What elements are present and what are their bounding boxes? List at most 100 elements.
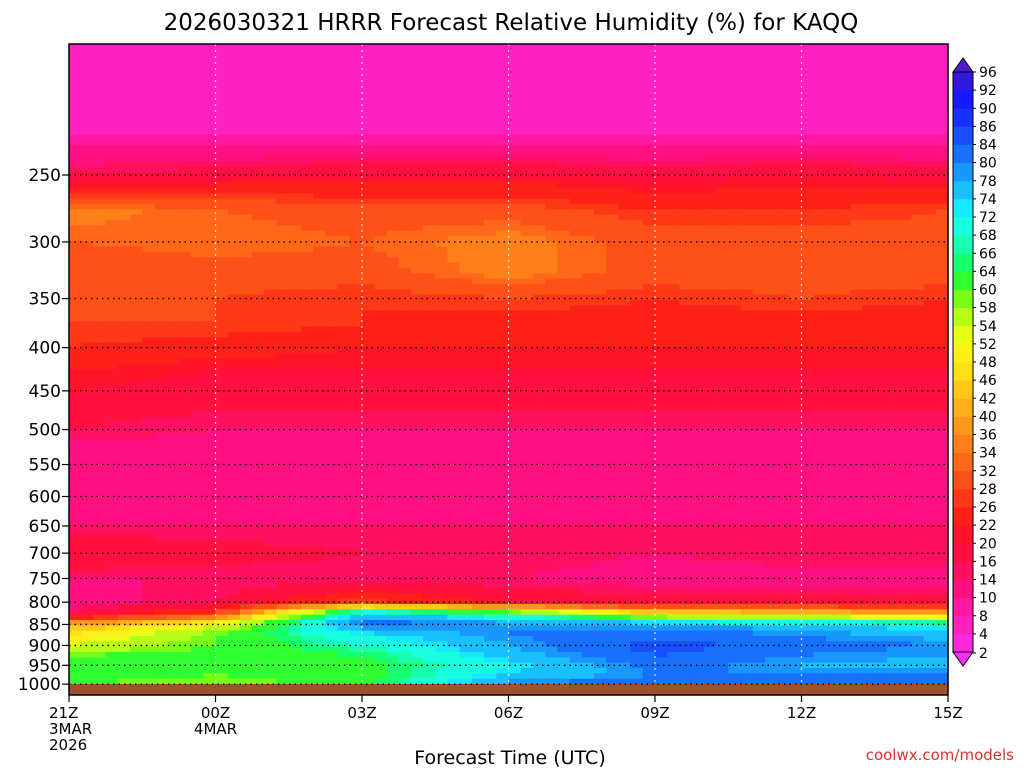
rh-cell: [606, 166, 619, 173]
rh-cell: [325, 54, 339, 61]
rh-cell: [325, 230, 339, 237]
rh-cell: [801, 337, 815, 344]
rh-cell: [166, 54, 180, 61]
rh-cell: [264, 92, 278, 98]
rh-cell: [130, 214, 143, 221]
rh-cell: [630, 257, 644, 264]
rh-cell: [716, 209, 729, 216]
rh-cell: [276, 262, 290, 269]
rh-cell: [423, 145, 436, 152]
rh-cell: [813, 289, 827, 296]
rh-cell: [374, 118, 388, 125]
rh-cell: [777, 348, 790, 354]
rh-cell: [386, 172, 400, 178]
rh-cell: [911, 102, 925, 109]
rh-cell: [545, 70, 558, 77]
rh-cell: [679, 396, 693, 402]
rh-cell: [764, 230, 778, 237]
rh-cell: [398, 332, 412, 338]
rh-cell: [81, 172, 95, 178]
rh-cell: [532, 257, 546, 264]
rh-cell: [215, 198, 229, 205]
rh-cell: [593, 358, 607, 365]
rh-cell: [386, 65, 400, 72]
rh-cell: [130, 60, 143, 66]
rh-cell: [520, 332, 534, 338]
rh-cell: [166, 337, 180, 344]
rh-cell: [716, 257, 729, 264]
rh-cell: [81, 230, 95, 237]
rh-cell: [520, 300, 534, 306]
rh-cell: [471, 316, 485, 322]
rh-cell: [508, 289, 522, 296]
rh-cell: [496, 145, 510, 152]
rh-cell: [667, 337, 681, 344]
rh-cell: [484, 113, 497, 120]
rh-cell: [300, 236, 314, 242]
rh-cell: [899, 156, 912, 162]
rh-cell: [728, 166, 742, 173]
rh-cell: [386, 284, 400, 290]
rh-cell: [520, 406, 534, 413]
rh-cell: [423, 305, 436, 312]
rh-cell: [911, 364, 925, 370]
rh-cell: [606, 113, 619, 120]
rh-cell: [593, 198, 607, 205]
rh-cell: [239, 108, 253, 114]
rh-cell: [618, 310, 632, 317]
rh-cell: [557, 198, 571, 205]
rh-cell: [288, 305, 302, 312]
rh-cell: [374, 172, 388, 178]
rh-cell: [178, 342, 192, 349]
rh-cell: [581, 198, 595, 205]
rh-cell: [935, 321, 949, 328]
rh-cell: [435, 193, 449, 200]
rh-cell: [923, 316, 937, 322]
rh-cell: [667, 278, 681, 285]
rh-cell: [142, 140, 156, 146]
rh-cell: [764, 369, 778, 376]
rh-cell: [752, 348, 766, 354]
rh-cell: [813, 390, 827, 397]
rh-cell: [313, 145, 326, 152]
rh-cell: [117, 102, 131, 109]
rh-cell: [447, 380, 461, 386]
rh-cell: [618, 321, 632, 328]
rh-cell: [911, 246, 925, 253]
rh-cell: [423, 236, 436, 242]
rh-cell: [496, 188, 510, 194]
rh-cell: [850, 390, 864, 397]
rh-cell: [813, 294, 827, 301]
rh-cell: [850, 241, 864, 248]
rh-cell: [349, 353, 363, 360]
rh-cell: [520, 305, 534, 312]
rh-cell: [752, 188, 766, 194]
rh-cell: [752, 54, 766, 61]
rh-cell: [508, 262, 522, 269]
rh-cell: [752, 337, 766, 344]
rh-cell: [398, 310, 412, 317]
rh-cell: [801, 374, 815, 381]
rh-cell: [386, 225, 400, 232]
rh-cell: [93, 118, 107, 125]
rh-cell: [142, 102, 156, 109]
rh-cell: [191, 396, 204, 402]
rh-cell: [435, 209, 449, 216]
rh-cell: [166, 246, 180, 253]
rh-cell: [618, 86, 632, 93]
rh-cell: [850, 161, 864, 168]
rh-cell: [545, 369, 558, 376]
rh-cell: [813, 257, 827, 264]
rh-cell: [423, 150, 436, 157]
rh-cell: [496, 129, 510, 136]
rh-cell: [300, 44, 314, 50]
rh-cell: [178, 124, 192, 130]
rh-cell: [447, 396, 461, 402]
rh-cell: [618, 353, 632, 360]
rh-cell: [325, 273, 339, 280]
rh-cell: [130, 161, 143, 168]
rh-cell: [838, 44, 851, 50]
rh-cell: [703, 81, 717, 88]
rh-cell: [374, 156, 388, 162]
rh-cell: [899, 321, 912, 328]
